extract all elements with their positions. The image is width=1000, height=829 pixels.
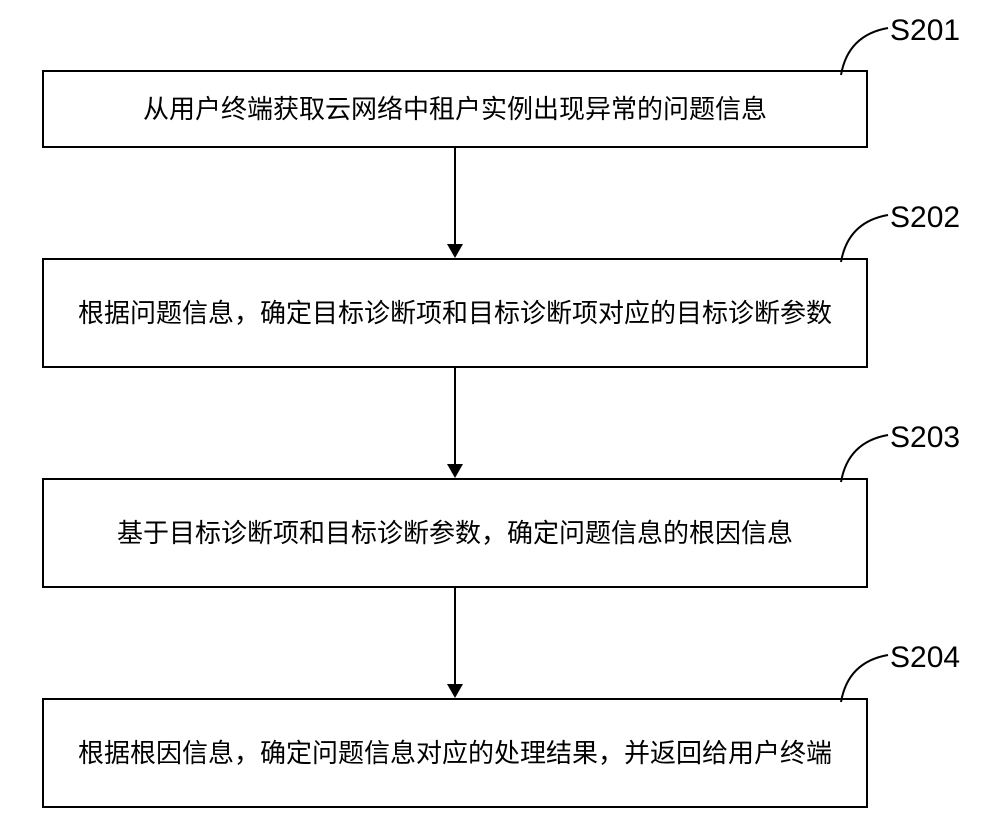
edge-s203-s204 — [454, 588, 456, 684]
arrow-head-3 — [447, 684, 463, 698]
arrow-head-2 — [447, 464, 463, 478]
step-label-s202: S202 — [890, 201, 960, 235]
label-curve-s204 — [838, 652, 898, 707]
label-curve-s202 — [838, 212, 898, 267]
node-text: 根据问题信息，确定目标诊断项和目标诊断项对应的目标诊断参数 — [78, 294, 832, 333]
label-curve-s201 — [838, 25, 898, 80]
flowchart-node-s202: 根据问题信息，确定目标诊断项和目标诊断项对应的目标诊断参数 — [42, 258, 868, 368]
label-curve-s203 — [838, 432, 898, 487]
step-label-s201: S201 — [890, 14, 960, 48]
node-text: 从用户终端获取云网络中租户实例出现异常的问题信息 — [143, 90, 767, 129]
node-text: 基于目标诊断项和目标诊断参数，确定问题信息的根因信息 — [117, 514, 793, 553]
flowchart-node-s201: 从用户终端获取云网络中租户实例出现异常的问题信息 — [42, 70, 868, 148]
edge-s202-s203 — [454, 368, 456, 464]
flowchart-node-s203: 基于目标诊断项和目标诊断参数，确定问题信息的根因信息 — [42, 478, 868, 588]
step-label-s204: S204 — [890, 641, 960, 675]
edge-s201-s202 — [454, 148, 456, 244]
node-text: 根据根因信息，确定问题信息对应的处理结果，并返回给用户终端 — [78, 734, 832, 773]
flowchart-node-s204: 根据根因信息，确定问题信息对应的处理结果，并返回给用户终端 — [42, 698, 868, 808]
step-label-s203: S203 — [890, 421, 960, 455]
flowchart-container: 从用户终端获取云网络中租户实例出现异常的问题信息 S201 根据问题信息，确定目… — [0, 0, 1000, 829]
arrow-head-1 — [447, 244, 463, 258]
